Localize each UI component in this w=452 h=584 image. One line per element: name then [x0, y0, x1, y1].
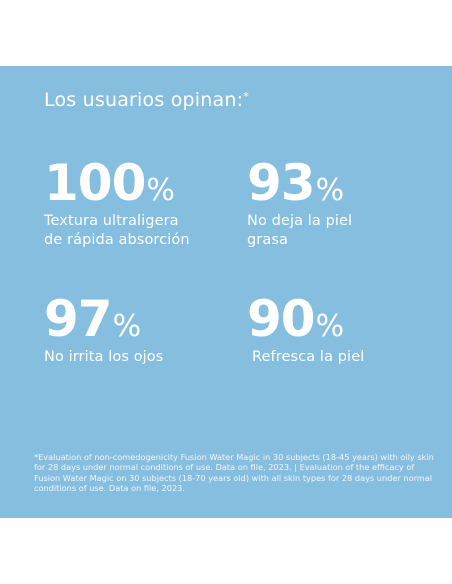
stat-value: 100: [44, 154, 146, 212]
stat-unit: %: [315, 309, 345, 344]
stat-unit: %: [112, 309, 142, 344]
stat-label-line-1: No irrita los ojos: [44, 349, 164, 365]
headline-text: Los usuarios opinan:: [44, 89, 244, 111]
stat-item: 97% No irrita los ojos: [44, 294, 163, 367]
testimonial-panel: Los usuarios opinan:* 100% Textura ultra…: [0, 66, 452, 518]
stat-item: 100% Textura ultraligera de rápida absor…: [44, 158, 190, 250]
stat-unit: %: [315, 173, 345, 208]
stat-label-line-1: Refresca la piel: [252, 349, 365, 365]
headline: Los usuarios opinan:*: [44, 89, 249, 111]
footnote: *Evaluation of non-comedogenicity Fusion…: [34, 452, 434, 494]
stat-value: 90: [247, 290, 316, 348]
stat-unit: %: [146, 173, 175, 208]
stat-label-line-1: No deja la piel: [247, 213, 353, 229]
stat-label-line-2: grasa: [247, 232, 288, 248]
stat-item: 93% No deja la piel grasa: [247, 158, 352, 250]
stat-value: 97: [44, 290, 113, 348]
stat-item: 90% Refresca la piel: [247, 294, 364, 367]
stat-label-line-2: de rápida absorción: [44, 232, 190, 248]
headline-footnote-marker: *: [243, 90, 249, 103]
stat-value: 93: [247, 154, 316, 212]
stat-label-line-1: Textura ultraligera: [44, 213, 179, 229]
